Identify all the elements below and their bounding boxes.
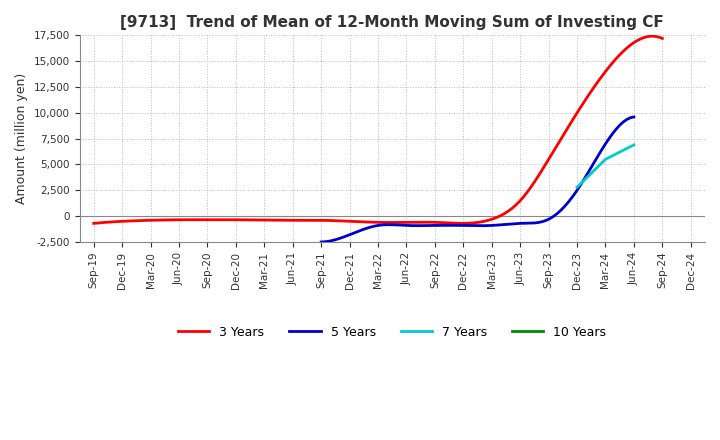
7 Years	[572, 184, 581, 190]
Line: 7 Years: 7 Years	[577, 145, 634, 187]
3 Years	[607, 62, 616, 67]
3 Years	[89, 221, 98, 226]
3 Years	[570, 114, 579, 119]
5 Years	[580, 176, 589, 181]
3 Years	[459, 221, 467, 226]
7 Years	[601, 157, 610, 162]
3 Years	[428, 220, 436, 225]
Title: [9713]  Trend of Mean of 12-Month Moving Sum of Investing CF: [9713] Trend of Mean of 12-Month Moving …	[120, 15, 664, 30]
5 Years	[502, 222, 510, 227]
Line: 3 Years: 3 Years	[94, 36, 662, 224]
5 Years	[600, 143, 609, 148]
3 Years	[658, 36, 667, 41]
5 Years	[317, 239, 325, 245]
5 Years	[503, 222, 512, 227]
5 Years	[318, 239, 327, 245]
Legend: 3 Years, 5 Years, 7 Years, 10 Years: 3 Years, 5 Years, 7 Years, 10 Years	[173, 321, 611, 344]
3 Years	[91, 220, 100, 226]
5 Years	[629, 114, 638, 120]
Y-axis label: Amount (million yen): Amount (million yen)	[15, 73, 28, 204]
Line: 5 Years: 5 Years	[321, 117, 634, 242]
3 Years	[438, 220, 446, 225]
5 Years	[508, 221, 517, 227]
3 Years	[426, 220, 435, 225]
3 Years	[649, 33, 657, 39]
7 Years	[629, 142, 638, 147]
